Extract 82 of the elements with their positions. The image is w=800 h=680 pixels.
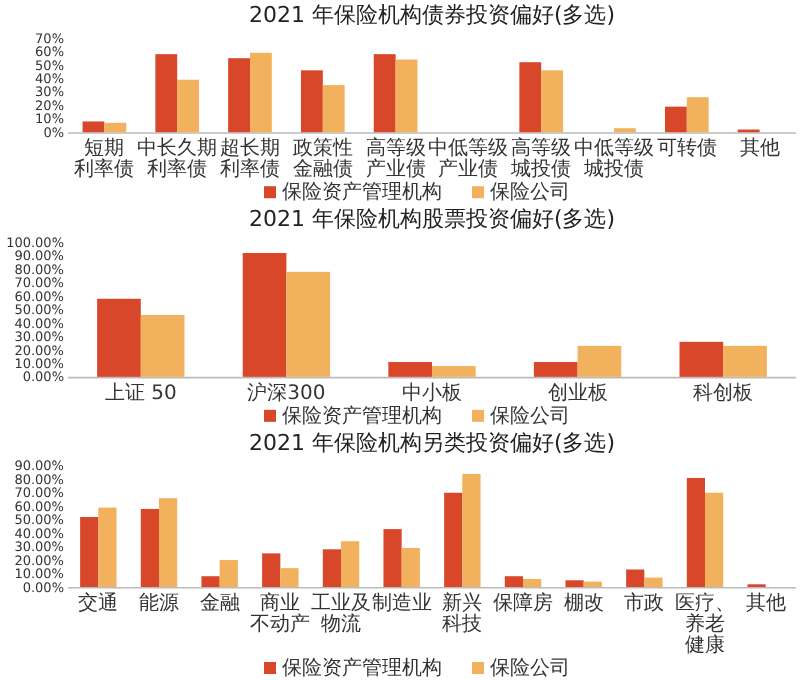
bar bbox=[679, 341, 724, 377]
bar bbox=[228, 58, 250, 133]
bar bbox=[432, 366, 476, 377]
chart-title: 2021 年保险机构债券投资偏好(多选) bbox=[248, 2, 616, 28]
bar bbox=[395, 59, 418, 133]
bar bbox=[219, 560, 238, 587]
bar bbox=[97, 298, 141, 377]
bar bbox=[155, 54, 178, 133]
bar bbox=[383, 529, 402, 587]
bar bbox=[201, 576, 220, 587]
bar bbox=[523, 578, 542, 587]
bar bbox=[583, 581, 602, 587]
bar bbox=[577, 345, 622, 377]
x-tick-label: 政策性金融债 bbox=[292, 136, 353, 182]
x-tick-label: 工业及物流 bbox=[311, 591, 371, 636]
x-tick-label: 高等级城投债 bbox=[509, 136, 572, 182]
x-tick-label: 交通 bbox=[78, 591, 119, 615]
bar bbox=[98, 507, 117, 587]
x-tick-label: 可转债 bbox=[656, 136, 717, 161]
bar bbox=[341, 541, 360, 587]
x-tick-label: 中低等级产业债 bbox=[428, 136, 509, 182]
x-tick-label: 市政 bbox=[624, 591, 665, 615]
bar bbox=[286, 271, 331, 377]
bar bbox=[462, 473, 481, 587]
bar bbox=[159, 498, 178, 587]
x-tick-label: 制造业 bbox=[371, 591, 432, 615]
bar bbox=[373, 54, 396, 133]
chart-title: 2021 年保险机构股票投资偏好(多选) bbox=[248, 206, 616, 233]
bar bbox=[626, 569, 645, 587]
bar bbox=[177, 79, 200, 133]
x-tick-label: 金融 bbox=[199, 591, 240, 615]
bar bbox=[82, 121, 105, 133]
x-tick-label: 上证 50 bbox=[104, 380, 177, 405]
x-tick-label: 中低等级城投债 bbox=[574, 136, 654, 182]
legend-label: 保险公司 bbox=[490, 656, 570, 680]
bar bbox=[322, 549, 341, 587]
bar bbox=[300, 70, 323, 133]
x-tick-label: 能源 bbox=[139, 591, 179, 615]
x-tick-label: 沪深300 bbox=[247, 380, 326, 405]
x-tick-label: 中长久期利率债 bbox=[137, 136, 218, 182]
bar bbox=[504, 576, 523, 587]
bar bbox=[322, 85, 345, 133]
bar bbox=[541, 70, 564, 133]
x-tick-label: 商业不动产 bbox=[250, 591, 311, 636]
bar bbox=[104, 122, 127, 133]
legend-label: 保险资产管理机构 bbox=[282, 180, 442, 205]
bar bbox=[280, 568, 299, 587]
bar bbox=[705, 492, 724, 587]
x-tick-label: 其他 bbox=[739, 136, 780, 161]
x-tick-label: 医疗、养老健康 bbox=[675, 591, 735, 657]
chart-title: 2021 年保险机构另类投资偏好(多选) bbox=[248, 429, 616, 456]
legend-label: 保险公司 bbox=[490, 403, 570, 428]
bar bbox=[401, 547, 420, 587]
x-tick-label: 短期利率债 bbox=[74, 136, 135, 182]
bar bbox=[664, 106, 687, 133]
bar bbox=[686, 477, 705, 587]
x-tick-label: 新兴科技 bbox=[442, 591, 483, 636]
bar bbox=[444, 492, 463, 587]
bar bbox=[80, 517, 99, 587]
bar bbox=[644, 577, 663, 587]
bar bbox=[519, 62, 542, 133]
bar bbox=[565, 580, 584, 587]
x-tick-label: 中小板 bbox=[402, 380, 462, 405]
x-tick-label: 保障房 bbox=[493, 591, 553, 615]
bar bbox=[140, 314, 185, 377]
x-tick-label: 棚改 bbox=[563, 591, 604, 615]
bar bbox=[723, 345, 767, 377]
bar bbox=[533, 362, 578, 377]
x-tick-label: 其他 bbox=[745, 591, 786, 615]
legend-label: 保险资产管理机构 bbox=[282, 656, 442, 680]
bar bbox=[262, 553, 281, 587]
bar bbox=[686, 97, 709, 133]
bar bbox=[140, 508, 159, 587]
bar bbox=[250, 52, 272, 133]
x-tick-label: 创业板 bbox=[547, 380, 608, 405]
legend-label: 保险公司 bbox=[490, 180, 570, 205]
x-tick-label: 超长期利率债 bbox=[220, 136, 280, 182]
x-tick-label: 高等级产业债 bbox=[365, 136, 426, 182]
bar bbox=[242, 253, 287, 377]
bar bbox=[388, 362, 432, 377]
x-tick-label: 科创板 bbox=[693, 380, 754, 405]
legend-label: 保险资产管理机构 bbox=[282, 403, 442, 428]
